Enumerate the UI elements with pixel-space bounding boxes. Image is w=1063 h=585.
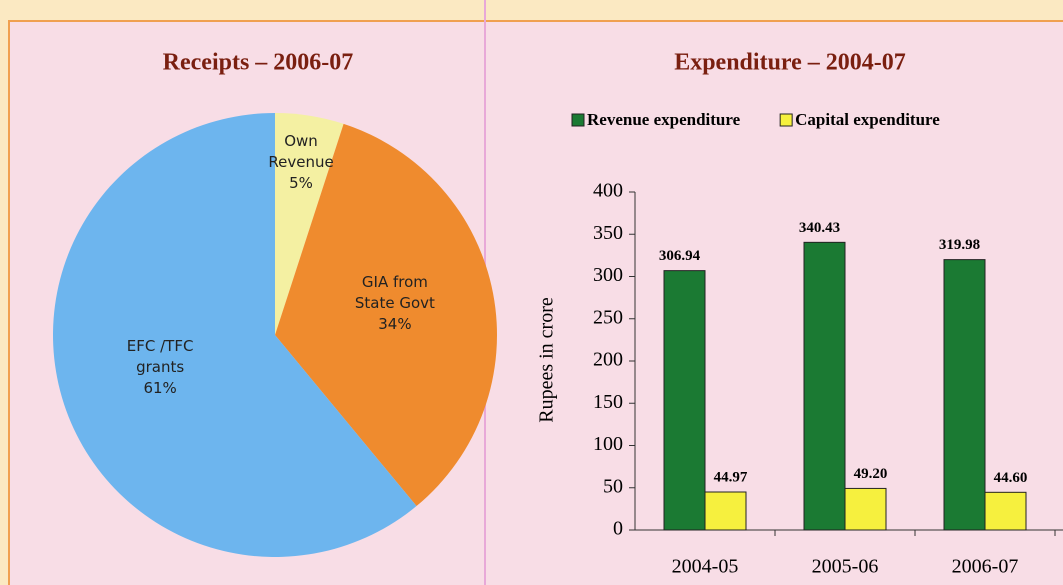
y-tick-label: 100 [593, 433, 623, 455]
bar [663, 270, 706, 531]
legend-swatch [779, 113, 793, 127]
slice-value: 5% [289, 173, 313, 192]
bar-value-label: 306.94 [659, 248, 701, 264]
legend-swatch [571, 113, 585, 127]
slice-label: GIA from State Govt 34% [350, 272, 440, 335]
bar-title: Expenditure – 2004-07 [674, 50, 906, 76]
pie-slice [275, 113, 344, 335]
y-axis-label: Rupees in crore [536, 297, 558, 423]
slice-name: Own Revenue [268, 131, 334, 171]
x-tick-label: 2005-06 [812, 556, 879, 578]
legend-label: Capital expenditure [795, 110, 940, 129]
bar [844, 487, 887, 531]
slice-label: Own Revenue 5% [256, 131, 346, 194]
bar-value-label: 319.98 [939, 237, 980, 253]
bar-value-label: 44.60 [994, 470, 1028, 486]
y-tick-label: 300 [593, 264, 623, 286]
legend-label: Revenue expenditure [587, 110, 741, 129]
y-tick-label: 0 [613, 518, 623, 540]
y-tick-label: 350 [593, 222, 623, 244]
slice-name: GIA from State Govt [354, 273, 435, 313]
bar-value-label: 340.43 [799, 220, 840, 236]
bar-value-label: 44.97 [714, 469, 748, 485]
bar [704, 491, 747, 531]
y-tick-label: 50 [603, 475, 623, 497]
bar [803, 241, 846, 531]
slice-value: 61% [143, 379, 177, 398]
bar [984, 491, 1027, 531]
pie-title: Receipts – 2006-07 [163, 50, 354, 76]
pie-slice [275, 123, 498, 507]
slice-label: EFC /TFC grants 61% [115, 336, 205, 399]
x-tick-label: 2006-07 [952, 556, 1019, 578]
pie-slice [53, 113, 417, 557]
bar [943, 259, 986, 531]
bar-value-label: 49.20 [854, 466, 888, 482]
y-tick-label: 200 [593, 349, 623, 371]
x-tick-label: 2004-05 [672, 556, 739, 578]
y-tick-label: 250 [593, 306, 623, 328]
slice-name: EFC /TFC grants [126, 337, 194, 377]
slice-value: 34% [378, 315, 412, 334]
y-tick-label: 400 [593, 180, 623, 202]
y-tick-label: 150 [593, 391, 623, 413]
